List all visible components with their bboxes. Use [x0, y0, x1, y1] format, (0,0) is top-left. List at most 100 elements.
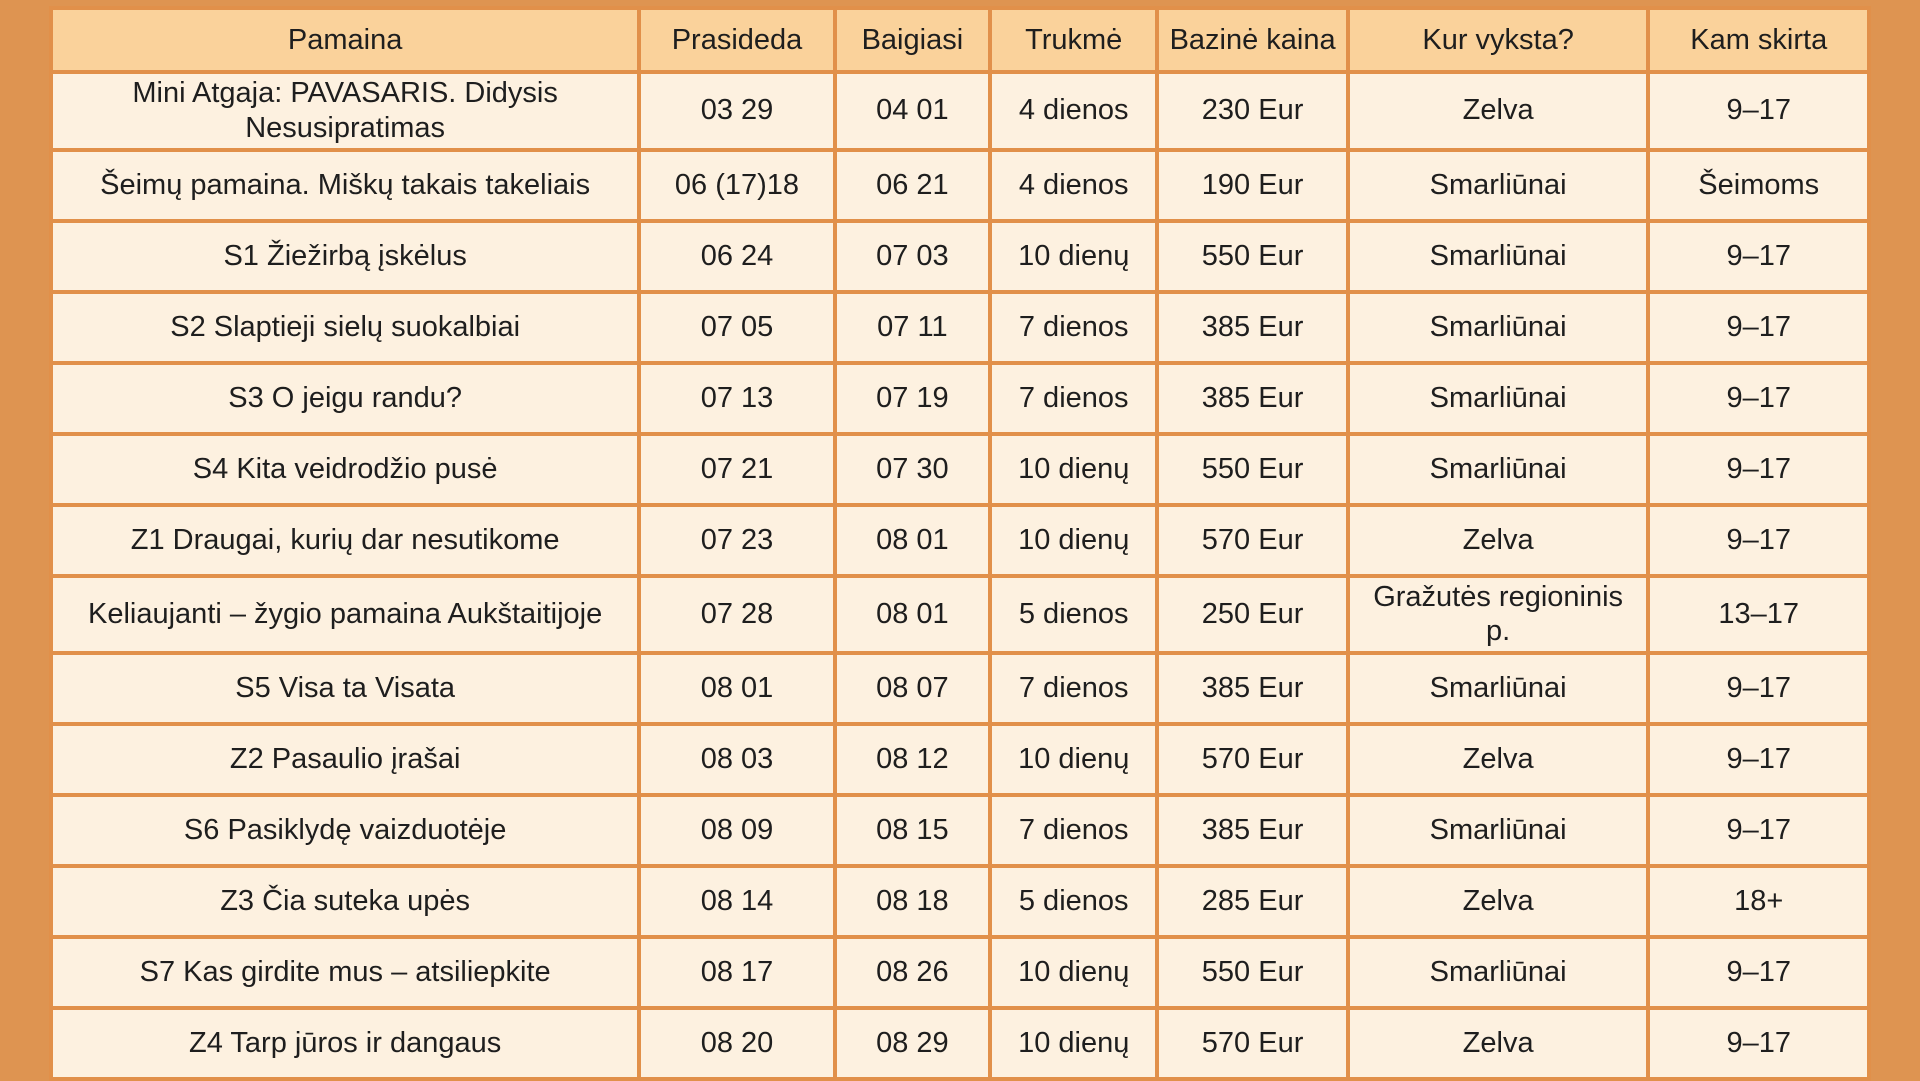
baigiasi-cell: 06 21: [832, 147, 993, 223]
prasideda-cell: 06 24: [637, 218, 837, 294]
baigiasi-cell: 07 11: [832, 289, 993, 365]
trukme-cell: 10 dienų: [988, 502, 1160, 578]
table-row: Z2 Pasaulio įrašai 08 03 08 12 10 dienų 570 …: [48, 722, 1871, 798]
vieta-cell: Smarliūnai: [1345, 289, 1651, 365]
kaina-cell: 570 Eur: [1155, 722, 1350, 798]
vieta-cell: Smarliūnai: [1345, 360, 1651, 436]
kaina-cell: 550 Eur: [1155, 431, 1350, 507]
vieta-cell: Zelva: [1345, 1006, 1651, 1081]
pamaina-cell: Mini Atgaja: PAVASARIS. Didysis Nesusipr…: [48, 70, 642, 152]
trukme-cell: 5 dienos: [988, 864, 1160, 940]
prasideda-cell: 07 13: [637, 360, 837, 436]
prasideda-cell: 08 01: [637, 651, 837, 727]
baigiasi-cell: 08 18: [832, 864, 993, 940]
prasideda-cell: 08 17: [637, 935, 837, 1011]
pamaina-cell: S1 Žiežirbą įskėlus: [48, 218, 642, 294]
prasideda-cell: 07 05: [637, 289, 837, 365]
pamaina-cell: Z1 Draugai, kurių dar nesutikome: [48, 502, 642, 578]
pamaina-cell: Z4 Tarp jūros ir dangaus: [48, 1006, 642, 1081]
vieta-cell: Smarliūnai: [1345, 431, 1651, 507]
prasideda-cell: 07 21: [637, 431, 837, 507]
kam-skirta-cell: 18+: [1646, 864, 1871, 940]
pamaina-cell: S2 Slaptieji sielų suokalbiai: [48, 289, 642, 365]
vieta-cell: Smarliūnai: [1345, 651, 1651, 727]
table-header-row: Pamaina Prasideda Baigiasi Trukmė Bazinė…: [48, 6, 1871, 74]
column-header-bazine-kaina: Bazinė kaina: [1155, 6, 1350, 74]
prasideda-cell: 03 29: [637, 70, 837, 152]
kaina-cell: 250 Eur: [1155, 573, 1350, 656]
column-header-kur-vyksta: Kur vyksta?: [1345, 6, 1651, 74]
table-row: S4 Kita veidrodžio pusė 07 21 07 30 10 dien…: [48, 431, 1871, 507]
kam-skirta-cell: 9–17: [1646, 502, 1871, 578]
trukme-cell: 10 dienų: [988, 722, 1160, 798]
kaina-cell: 385 Eur: [1155, 289, 1350, 365]
column-header-baigiasi: Baigiasi: [832, 6, 993, 74]
kam-skirta-cell: 9–17: [1646, 722, 1871, 798]
camp-schedule-table: Pamaina Prasideda Baigiasi Trukmė Bazinė…: [48, 6, 1871, 1081]
vieta-cell: Smarliūnai: [1345, 793, 1651, 869]
prasideda-cell: 07 23: [637, 502, 837, 578]
table-row: S1 Žiežirbą įskėlus 06 24 07 03 10 dienų 550…: [48, 218, 1871, 294]
baigiasi-cell: 07 30: [832, 431, 993, 507]
vieta-cell: Gražutės regioninis p.: [1345, 573, 1651, 656]
table-row: Šeimų pamaina. Miškų takais takeliais 06 …: [48, 147, 1871, 223]
baigiasi-cell: 07 19: [832, 360, 993, 436]
prasideda-cell: 08 03: [637, 722, 837, 798]
kaina-cell: 385 Eur: [1155, 793, 1350, 869]
kam-skirta-cell: 9–17: [1646, 360, 1871, 436]
vieta-cell: Zelva: [1345, 70, 1651, 152]
pamaina-cell: S7 Kas girdite mus – atsiliepkite: [48, 935, 642, 1011]
trukme-cell: 4 dienos: [988, 70, 1160, 152]
kam-skirta-cell: 13–17: [1646, 573, 1871, 656]
kam-skirta-cell: 9–17: [1646, 793, 1871, 869]
pamaina-cell: S6 Pasiklydę vaizduotėje: [48, 793, 642, 869]
column-header-trukme: Trukmė: [988, 6, 1160, 74]
table-row: Keliaujanti – žygio pamaina Aukštaitijoj…: [48, 573, 1871, 656]
baigiasi-cell: 08 15: [832, 793, 993, 869]
vieta-cell: Zelva: [1345, 722, 1651, 798]
kam-skirta-cell: 9–17: [1646, 289, 1871, 365]
kam-skirta-cell: 9–17: [1646, 1006, 1871, 1081]
kaina-cell: 570 Eur: [1155, 1006, 1350, 1081]
baigiasi-cell: 08 01: [832, 573, 993, 656]
pamaina-cell: S4 Kita veidrodžio pusė: [48, 431, 642, 507]
camp-schedule-table-container: Pamaina Prasideda Baigiasi Trukmė Bazinė…: [48, 6, 1871, 1081]
table-body: Mini Atgaja: PAVASARIS. Didysis Nesusipr…: [48, 70, 1871, 1081]
table-row: S5 Visa ta Visata 08 01 08 07 7 dienos 385 E…: [48, 651, 1871, 727]
kam-skirta-cell: 9–17: [1646, 70, 1871, 152]
kam-skirta-cell: Šeimoms: [1646, 147, 1871, 223]
vieta-cell: Zelva: [1345, 502, 1651, 578]
kaina-cell: 230 Eur: [1155, 70, 1350, 152]
prasideda-cell: 06 (17)18: [637, 147, 837, 223]
baigiasi-cell: 04 01: [832, 70, 993, 152]
trukme-cell: 10 dienų: [988, 1006, 1160, 1081]
pamaina-cell: Z2 Pasaulio įrašai: [48, 722, 642, 798]
vieta-cell: Zelva: [1345, 864, 1651, 940]
kam-skirta-cell: 9–17: [1646, 431, 1871, 507]
prasideda-cell: 08 09: [637, 793, 837, 869]
trukme-cell: 10 dienų: [988, 431, 1160, 507]
trukme-cell: 7 dienos: [988, 289, 1160, 365]
trukme-cell: 7 dienos: [988, 651, 1160, 727]
baigiasi-cell: 08 01: [832, 502, 993, 578]
pamaina-cell: Keliaujanti – žygio pamaina Aukštaitijoj…: [48, 573, 642, 656]
table-row: S6 Pasiklydę vaizduotėje 08 09 08 15 7 dien…: [48, 793, 1871, 869]
baigiasi-cell: 08 29: [832, 1006, 993, 1081]
kaina-cell: 385 Eur: [1155, 360, 1350, 436]
table-row: Mini Atgaja: PAVASARIS. Didysis Nesusipr…: [48, 70, 1871, 152]
kaina-cell: 190 Eur: [1155, 147, 1350, 223]
kam-skirta-cell: 9–17: [1646, 935, 1871, 1011]
table-row: Z1 Draugai, kurių dar nesutikome 07 23 08 …: [48, 502, 1871, 578]
baigiasi-cell: 08 07: [832, 651, 993, 727]
baigiasi-cell: 07 03: [832, 218, 993, 294]
pamaina-cell: Šeimų pamaina. Miškų takais takeliais: [48, 147, 642, 223]
table-row: Z3 Čia suteka upės 08 14 08 18 5 dienos 285 …: [48, 864, 1871, 940]
kaina-cell: 550 Eur: [1155, 218, 1350, 294]
prasideda-cell: 07 28: [637, 573, 837, 656]
table-row: S2 Slaptieji sielų suokalbiai 07 05 07 11 7…: [48, 289, 1871, 365]
pamaina-cell: S5 Visa ta Visata: [48, 651, 642, 727]
baigiasi-cell: 08 26: [832, 935, 993, 1011]
trukme-cell: 7 dienos: [988, 793, 1160, 869]
kaina-cell: 385 Eur: [1155, 651, 1350, 727]
